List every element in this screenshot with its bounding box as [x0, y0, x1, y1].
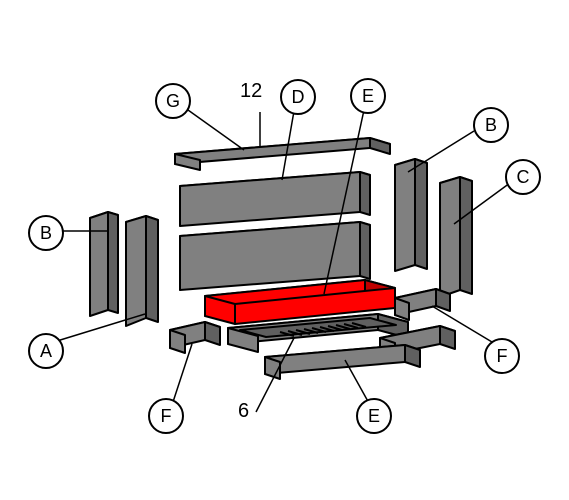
label-F: F: [148, 398, 184, 434]
leader-line: [57, 314, 145, 341]
label-text: A: [40, 341, 52, 362]
label-text: B: [485, 115, 497, 136]
label-G: G: [155, 83, 191, 119]
label-B: B: [28, 215, 64, 251]
label-text: C: [517, 167, 530, 188]
label-text: G: [166, 91, 180, 112]
label-B: B: [473, 107, 509, 143]
exploded-diagram-canvas: [0, 0, 569, 500]
label-C: C: [505, 159, 541, 195]
label-A: A: [28, 333, 64, 369]
label-D: D: [280, 79, 316, 115]
label-E: E: [356, 398, 392, 434]
leader-line: [408, 131, 474, 172]
label-text: D: [292, 87, 305, 108]
leader-line: [172, 344, 192, 405]
part-upper-back-panel: [180, 172, 370, 226]
leader-line: [256, 338, 294, 412]
part-top-shelf: [175, 138, 390, 170]
label-E: E: [350, 78, 386, 114]
label-12: 12: [240, 80, 262, 103]
part-left-upright-inner: [126, 216, 158, 326]
label-6: 6: [238, 400, 249, 423]
part-right-upright-outer: [440, 177, 472, 297]
part-right-spacer-1: [395, 289, 450, 320]
label-text: E: [368, 406, 380, 427]
label-text: E: [362, 86, 374, 107]
label-F: F: [484, 338, 520, 374]
part-lower-back-panel: [180, 222, 370, 290]
label-text: B: [40, 223, 52, 244]
part-right-upright-inner: [395, 159, 427, 271]
label-text: F: [161, 406, 172, 427]
leader-line: [181, 105, 244, 150]
label-text: F: [497, 346, 508, 367]
part-left-upright-outer: [90, 212, 118, 316]
part-left-spacer: [170, 322, 220, 353]
